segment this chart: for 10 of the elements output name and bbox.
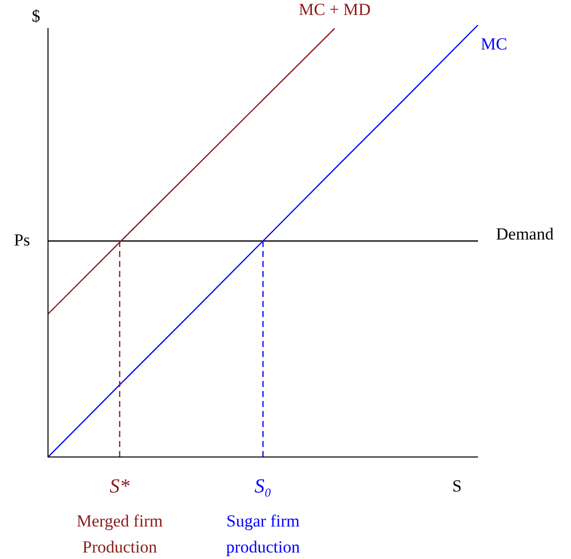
series-label: MC <box>480 34 508 54</box>
text: Ps <box>14 230 30 250</box>
x-tick-label: S₀ <box>254 475 272 498</box>
x-tick-label: S* <box>110 475 130 498</box>
x-axis-title: S <box>452 476 462 496</box>
text: Sugar firm production <box>226 511 300 556</box>
series-label: MC + MD <box>298 0 371 19</box>
series-label: Demand <box>496 224 554 244</box>
text: Merged firm Production <box>76 511 163 556</box>
y-axis-title: $ <box>32 6 40 26</box>
